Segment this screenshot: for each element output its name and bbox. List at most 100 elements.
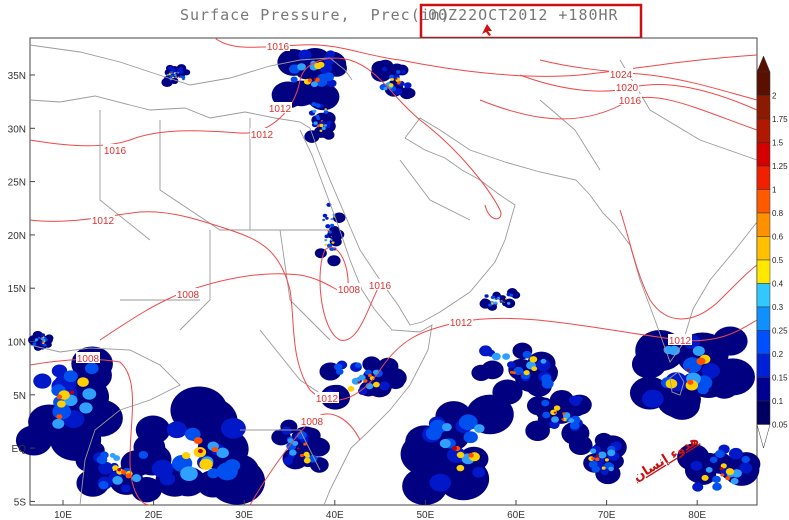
precip-cell: [468, 453, 474, 458]
precip-cell: [332, 229, 345, 240]
coastlines: [29, 44, 758, 506]
precip-cell: [79, 402, 93, 414]
colorbar-segment: [756, 400, 771, 425]
precip-cell: [325, 50, 336, 58]
colorbar-segment: [756, 377, 771, 402]
precip-cell: [446, 447, 466, 463]
precip-cell: [168, 73, 171, 76]
precip-cell: [197, 449, 203, 454]
precip-cell: [600, 468, 609, 476]
colorbar-label: 1.25: [772, 162, 788, 171]
precip-cell: [305, 91, 320, 104]
precip-cell: [311, 102, 317, 107]
lat-label: 30N: [8, 124, 26, 135]
precip-cell: [323, 110, 329, 114]
precip-cell: [484, 294, 489, 298]
precip-cell: [77, 377, 89, 387]
precip-cell: [668, 345, 680, 356]
precip-cell: [324, 238, 328, 242]
precip-cell: [315, 103, 321, 108]
precip-cell: [404, 82, 412, 89]
label-bg: [618, 94, 642, 105]
precip-cell: [121, 470, 127, 475]
precip-cell: [297, 63, 306, 71]
precip-cell: [84, 362, 99, 375]
precip-cell: [701, 363, 721, 379]
cursor-arrow: [482, 24, 492, 36]
precip-cell: [725, 468, 735, 476]
precip-cell: [383, 86, 388, 91]
colorbar-segment: [756, 118, 771, 143]
isobar-label: 1024: [610, 70, 633, 81]
precip-cell: [701, 474, 709, 481]
precip-cell: [687, 379, 694, 385]
isobar-label: 1020: [616, 83, 639, 94]
precip-cell: [720, 463, 727, 469]
precip-cell: [705, 467, 713, 473]
precip-cell: [367, 373, 372, 378]
colorbar-segment: [756, 236, 771, 261]
colorbar-segment: [756, 212, 771, 237]
colorbar-label: 1.75: [772, 115, 788, 124]
precip-cell: [313, 121, 318, 125]
lat-label: 5N: [13, 391, 26, 402]
precip-cell: [562, 412, 566, 415]
precip-cell: [35, 338, 39, 341]
precip-cell: [180, 466, 198, 482]
precip-cell: [730, 477, 739, 485]
precip-cell: [166, 73, 169, 76]
precip-cell: [463, 431, 478, 444]
precip-cell: [322, 218, 326, 222]
precip-cell: [320, 119, 323, 122]
precip-cell: [40, 340, 42, 342]
precip-cell: [324, 108, 327, 111]
precip-cell: [490, 295, 496, 300]
precip-cell: [325, 216, 329, 220]
precip-cell: [319, 123, 324, 128]
precip-cell: [604, 458, 609, 462]
precip-cell: [310, 81, 318, 88]
lat-label: 20N: [8, 231, 26, 242]
precip-cell: [568, 435, 593, 456]
precip-cell: [550, 409, 557, 416]
precip-cell: [491, 352, 501, 361]
precip-cell: [327, 231, 330, 233]
precip-cell: [493, 298, 495, 301]
precip-cell: [303, 439, 322, 456]
lon-label: 80E: [688, 510, 706, 520]
precip-cell: [741, 455, 750, 463]
colorbar-label: 0.6: [772, 233, 784, 242]
precip-cell: [591, 456, 595, 461]
precip-cell: [307, 78, 313, 83]
isobar-label: 1012: [316, 394, 339, 405]
precip-cell: [372, 381, 380, 388]
precip-cell: [442, 423, 452, 432]
isobar-label: 1008: [338, 285, 361, 296]
precip-cell: [497, 298, 499, 300]
precip-cell: [177, 76, 180, 79]
precip-cell: [298, 49, 312, 61]
lat-label: 15N: [8, 284, 26, 295]
label-bg: [368, 279, 392, 290]
precip-cell: [324, 234, 329, 239]
precip-cell: [325, 224, 331, 229]
precip-cell: [322, 93, 334, 103]
precip-cell: [56, 400, 66, 408]
precip-cell: [507, 301, 511, 305]
lat-label: 10N: [8, 338, 26, 349]
precip-cell: [224, 459, 241, 473]
precip-cell: [211, 446, 219, 453]
precip-cell: [357, 387, 368, 396]
precip-cell: [170, 386, 228, 435]
precip-cell: [522, 350, 532, 359]
label-bg: [268, 102, 292, 113]
precip-cell: [595, 457, 600, 462]
precip-cell: [396, 70, 401, 74]
precip-cell: [37, 336, 41, 339]
precipitation: [15, 47, 761, 506]
precip-cell: [179, 75, 183, 78]
precip-cell: [496, 296, 501, 300]
precip-cell: [42, 341, 45, 343]
precip-cell: [179, 70, 184, 74]
